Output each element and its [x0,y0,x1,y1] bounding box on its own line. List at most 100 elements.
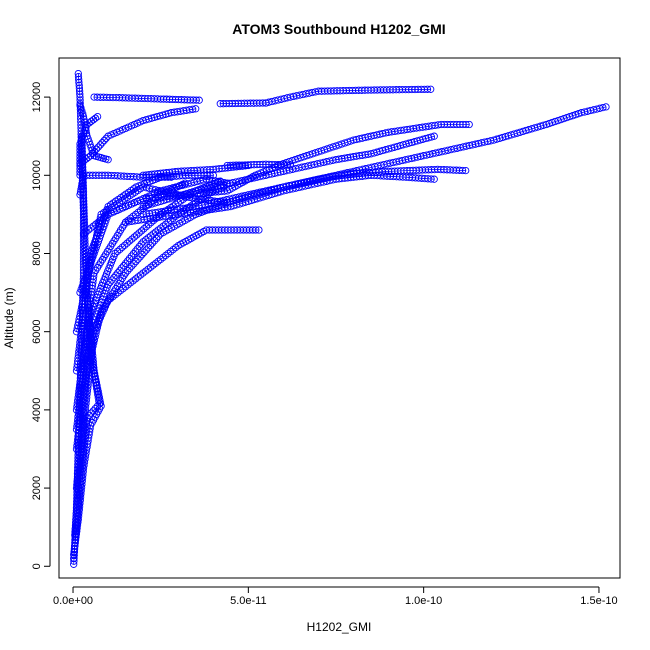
data-point [99,214,107,222]
x-tick-label: 0.0e+00 [53,595,93,607]
data-point [75,81,83,90]
data-point [150,113,159,122]
data-point [165,95,174,103]
data-point [157,255,165,264]
data-point [157,95,165,103]
data-point [89,222,98,230]
data-point [74,72,83,81]
data-point [159,222,167,230]
data-point [93,402,101,410]
data-point [171,95,180,104]
data-point [142,171,150,179]
y-tick-label: 8000 [31,241,43,265]
data-point [80,115,88,124]
data-point [79,110,87,118]
data-point [189,105,197,113]
data-point [159,111,167,119]
data-point [126,264,134,273]
data-point [112,271,120,279]
data-point [131,247,140,255]
data-point [121,283,130,291]
data-point [100,136,108,145]
data-point [76,93,84,101]
data-point [98,139,106,147]
data-point [332,156,340,164]
data-point [169,245,177,254]
data-point [81,124,90,132]
data-point [81,121,89,129]
data-point [144,265,152,273]
data-point [167,173,175,181]
data-point [137,227,146,235]
data-point [358,151,366,159]
data-point [148,170,156,178]
data-point [183,96,192,104]
data-point [125,254,134,263]
data-point [144,244,152,252]
data-point [252,226,260,234]
data-point [129,212,137,220]
data-point [410,138,419,146]
data-point [134,208,142,217]
data-point [101,212,110,220]
data-point [124,267,132,275]
data-point [430,132,438,140]
data-point [116,245,124,254]
data-point [150,237,159,245]
data-point [129,250,138,258]
series-layer [70,69,610,568]
data-point [142,116,150,124]
data-point [77,185,85,193]
y-tick-label: 0 [31,563,43,569]
data-point [167,247,175,256]
data-series [139,132,438,211]
data-point [131,275,140,283]
data-point [145,170,153,179]
y-tick-label: 12000 [31,82,43,113]
data-point [76,90,84,98]
data-point [180,96,189,104]
data-point [195,96,203,104]
data-point [458,166,467,175]
data-point [138,250,146,259]
data-point [152,259,160,267]
data-point [142,267,150,275]
y-tick-label: 6000 [31,319,43,343]
data-point [110,273,118,282]
data-point [230,163,238,171]
plot-area [58,57,621,579]
data-series [223,103,610,207]
data-point [75,75,83,84]
data-point [128,262,136,270]
x-axis: 0.0e+00 5.0e-11 1.0e-10 1.5e-10 [53,586,618,607]
data-point [128,235,136,243]
data-point [130,260,138,268]
data-point [75,84,84,92]
y-tick-label: 2000 [31,476,43,500]
data-point [118,243,126,251]
data-point [253,160,261,169]
data-point [82,129,91,138]
data-point [250,161,258,169]
data-point [94,143,102,151]
data-point [154,170,162,178]
data-point [77,182,86,191]
data-series [139,161,252,179]
data-point [121,241,129,249]
data-point [133,245,141,253]
data-point [116,266,124,275]
data-point [76,191,84,199]
data-point [355,152,364,160]
data-point [123,239,131,247]
data-point [154,226,162,234]
data-series [216,99,270,108]
data-point [134,255,142,263]
data-point [344,154,352,162]
data-point [125,237,134,245]
x-tick-label: 5.0e-11 [230,595,267,607]
data-point [93,112,102,121]
data-point [126,279,135,287]
data-point [341,154,349,162]
data-point [154,257,162,265]
data-point [147,232,155,240]
